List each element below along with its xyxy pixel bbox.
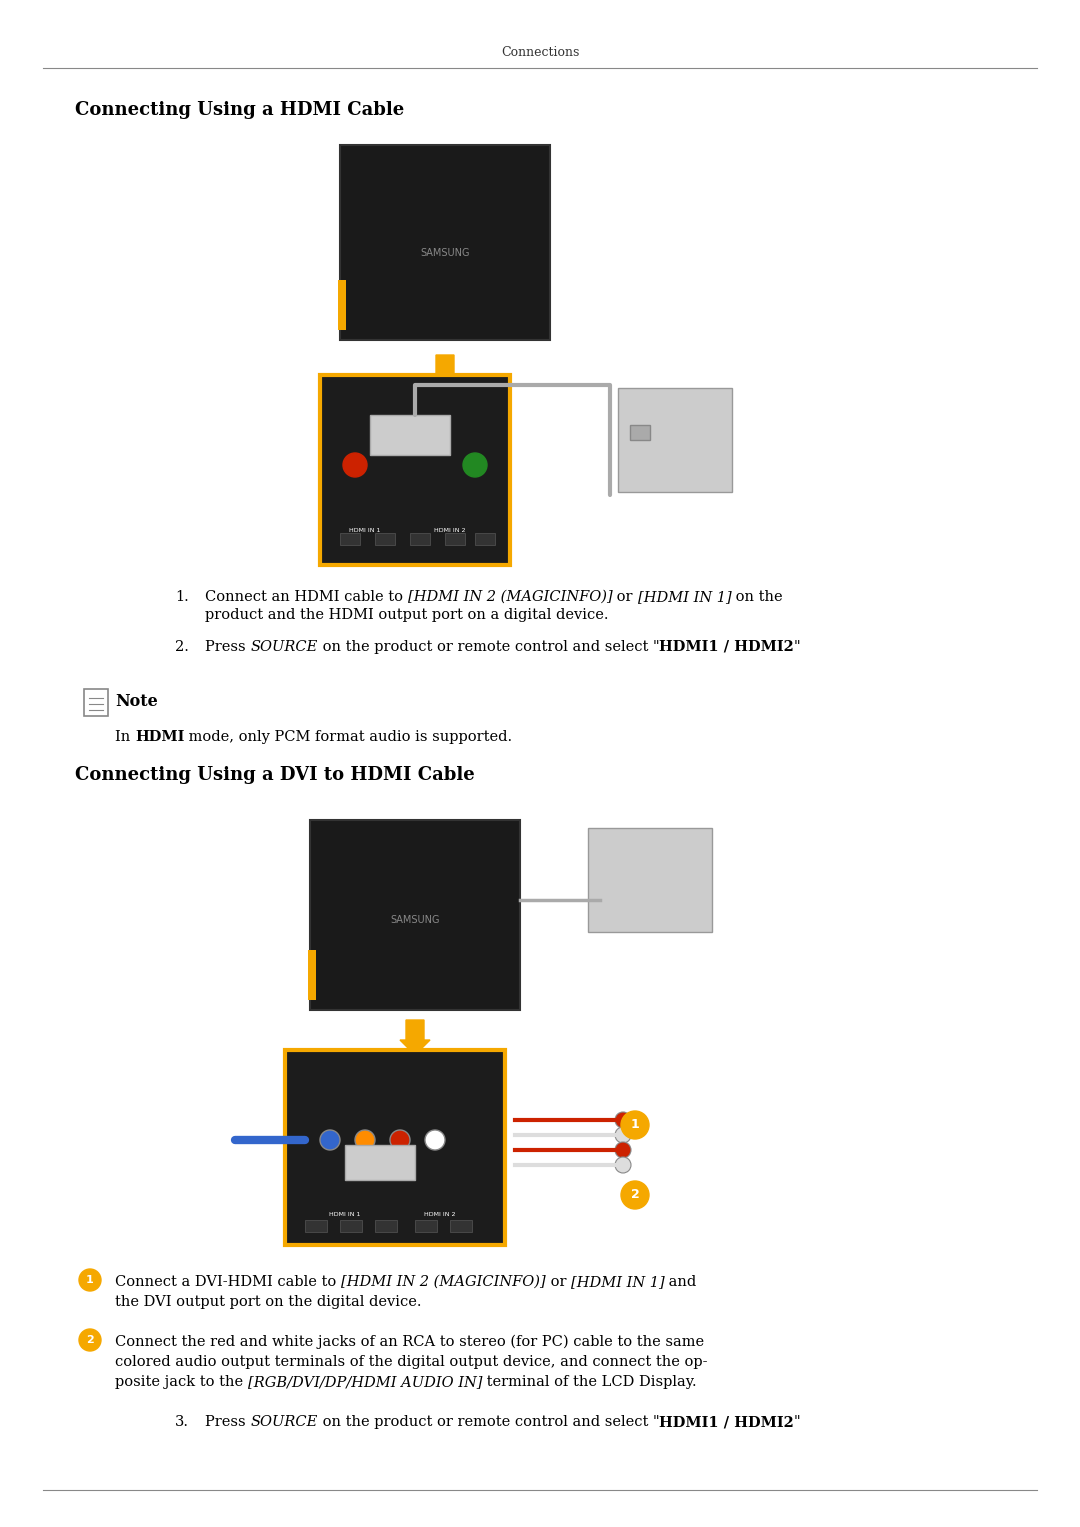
- Text: [HDMI IN 2 (MAGICINFO)]: [HDMI IN 2 (MAGICINFO)]: [407, 589, 612, 605]
- Circle shape: [621, 1112, 649, 1139]
- Text: on the: on the: [731, 589, 783, 605]
- FancyBboxPatch shape: [475, 533, 495, 545]
- Text: HDMI IN 1: HDMI IN 1: [349, 527, 380, 533]
- Text: SOURCE: SOURCE: [251, 640, 318, 654]
- Text: [RGB/DVI/DP/HDMI AUDIO IN]: [RGB/DVI/DP/HDMI AUDIO IN]: [247, 1374, 483, 1390]
- Text: SOURCE: SOURCE: [251, 1416, 318, 1429]
- FancyArrow shape: [430, 354, 460, 389]
- Text: 3.: 3.: [175, 1416, 189, 1429]
- Text: on the product or remote control and select ": on the product or remote control and sel…: [318, 1416, 659, 1429]
- FancyBboxPatch shape: [375, 533, 395, 545]
- Circle shape: [390, 1130, 410, 1150]
- Circle shape: [615, 1112, 631, 1128]
- Text: Connecting Using a DVI to HDMI Cable: Connecting Using a DVI to HDMI Cable: [75, 767, 475, 783]
- FancyBboxPatch shape: [375, 1220, 397, 1232]
- FancyBboxPatch shape: [310, 820, 519, 1009]
- Circle shape: [79, 1328, 102, 1351]
- Text: mode, only PCM format audio is supported.: mode, only PCM format audio is supported…: [185, 730, 512, 744]
- FancyBboxPatch shape: [450, 1220, 472, 1232]
- Text: 1: 1: [86, 1275, 94, 1286]
- Circle shape: [615, 1142, 631, 1157]
- Text: 2: 2: [631, 1188, 639, 1202]
- Text: on the product or remote control and select ": on the product or remote control and sel…: [318, 640, 659, 654]
- Circle shape: [463, 454, 487, 476]
- Circle shape: [621, 1180, 649, 1209]
- FancyBboxPatch shape: [340, 533, 360, 545]
- Text: SAMSUNG: SAMSUNG: [420, 247, 470, 258]
- FancyBboxPatch shape: [340, 1220, 362, 1232]
- Text: and: and: [664, 1275, 697, 1289]
- Circle shape: [320, 1130, 340, 1150]
- Text: 2.: 2.: [175, 640, 189, 654]
- Text: SAMSUNG: SAMSUNG: [390, 915, 440, 925]
- FancyBboxPatch shape: [445, 533, 465, 545]
- FancyBboxPatch shape: [305, 1220, 327, 1232]
- Text: Connect the red and white jacks of an RCA to stereo (for PC) cable to the same: Connect the red and white jacks of an RC…: [114, 1335, 704, 1350]
- FancyBboxPatch shape: [415, 1220, 437, 1232]
- Text: [HDMI IN 2 (MAGICINFO)]: [HDMI IN 2 (MAGICINFO)]: [341, 1275, 545, 1289]
- Text: or: or: [612, 589, 637, 605]
- Circle shape: [355, 1130, 375, 1150]
- Text: terminal of the LCD Display.: terminal of the LCD Display.: [483, 1374, 697, 1390]
- Text: Press: Press: [205, 1416, 251, 1429]
- FancyBboxPatch shape: [345, 1145, 415, 1180]
- Circle shape: [343, 454, 367, 476]
- Text: posite jack to the: posite jack to the: [114, 1374, 247, 1390]
- Text: Note: Note: [114, 693, 158, 710]
- FancyBboxPatch shape: [370, 415, 450, 455]
- FancyBboxPatch shape: [320, 376, 510, 565]
- Text: Press: Press: [205, 640, 251, 654]
- Text: [HDMI IN 1]: [HDMI IN 1]: [637, 589, 731, 605]
- FancyBboxPatch shape: [308, 950, 316, 1000]
- Circle shape: [615, 1127, 631, 1144]
- Text: Connect a DVI-HDMI cable to: Connect a DVI-HDMI cable to: [114, 1275, 341, 1289]
- FancyArrow shape: [400, 1020, 430, 1055]
- FancyBboxPatch shape: [338, 279, 346, 330]
- FancyBboxPatch shape: [630, 425, 650, 440]
- Text: HDMI IN 1: HDMI IN 1: [329, 1212, 361, 1217]
- FancyBboxPatch shape: [285, 1051, 505, 1245]
- FancyBboxPatch shape: [84, 689, 108, 716]
- Text: HDMI: HDMI: [135, 730, 185, 744]
- Text: Connecting Using a HDMI Cable: Connecting Using a HDMI Cable: [75, 101, 404, 119]
- FancyBboxPatch shape: [618, 388, 732, 492]
- Text: Connect an HDMI cable to: Connect an HDMI cable to: [205, 589, 407, 605]
- Text: In: In: [114, 730, 135, 744]
- Text: or: or: [545, 1275, 570, 1289]
- Text: ": ": [794, 1416, 800, 1429]
- Text: [HDMI IN 1]: [HDMI IN 1]: [570, 1275, 664, 1289]
- FancyBboxPatch shape: [340, 145, 550, 341]
- Text: 1.: 1.: [175, 589, 189, 605]
- Text: ": ": [794, 640, 800, 654]
- Text: Connections: Connections: [501, 46, 579, 58]
- FancyBboxPatch shape: [588, 828, 712, 931]
- Text: HDMI1 / HDMI2: HDMI1 / HDMI2: [659, 640, 794, 654]
- Text: 2: 2: [86, 1335, 94, 1345]
- Circle shape: [79, 1269, 102, 1290]
- Text: HDMI IN 2: HDMI IN 2: [424, 1212, 456, 1217]
- Text: the DVI output port on the digital device.: the DVI output port on the digital devic…: [114, 1295, 421, 1309]
- Circle shape: [615, 1157, 631, 1173]
- Circle shape: [426, 1130, 445, 1150]
- FancyBboxPatch shape: [410, 533, 430, 545]
- Text: 1: 1: [631, 1118, 639, 1132]
- Text: product and the HDMI output port on a digital device.: product and the HDMI output port on a di…: [205, 608, 608, 621]
- Text: colored audio output terminals of the digital output device, and connect the op-: colored audio output terminals of the di…: [114, 1354, 707, 1370]
- Text: HDMI1 / HDMI2: HDMI1 / HDMI2: [659, 1416, 794, 1429]
- Text: HDMI IN 2: HDMI IN 2: [434, 527, 465, 533]
